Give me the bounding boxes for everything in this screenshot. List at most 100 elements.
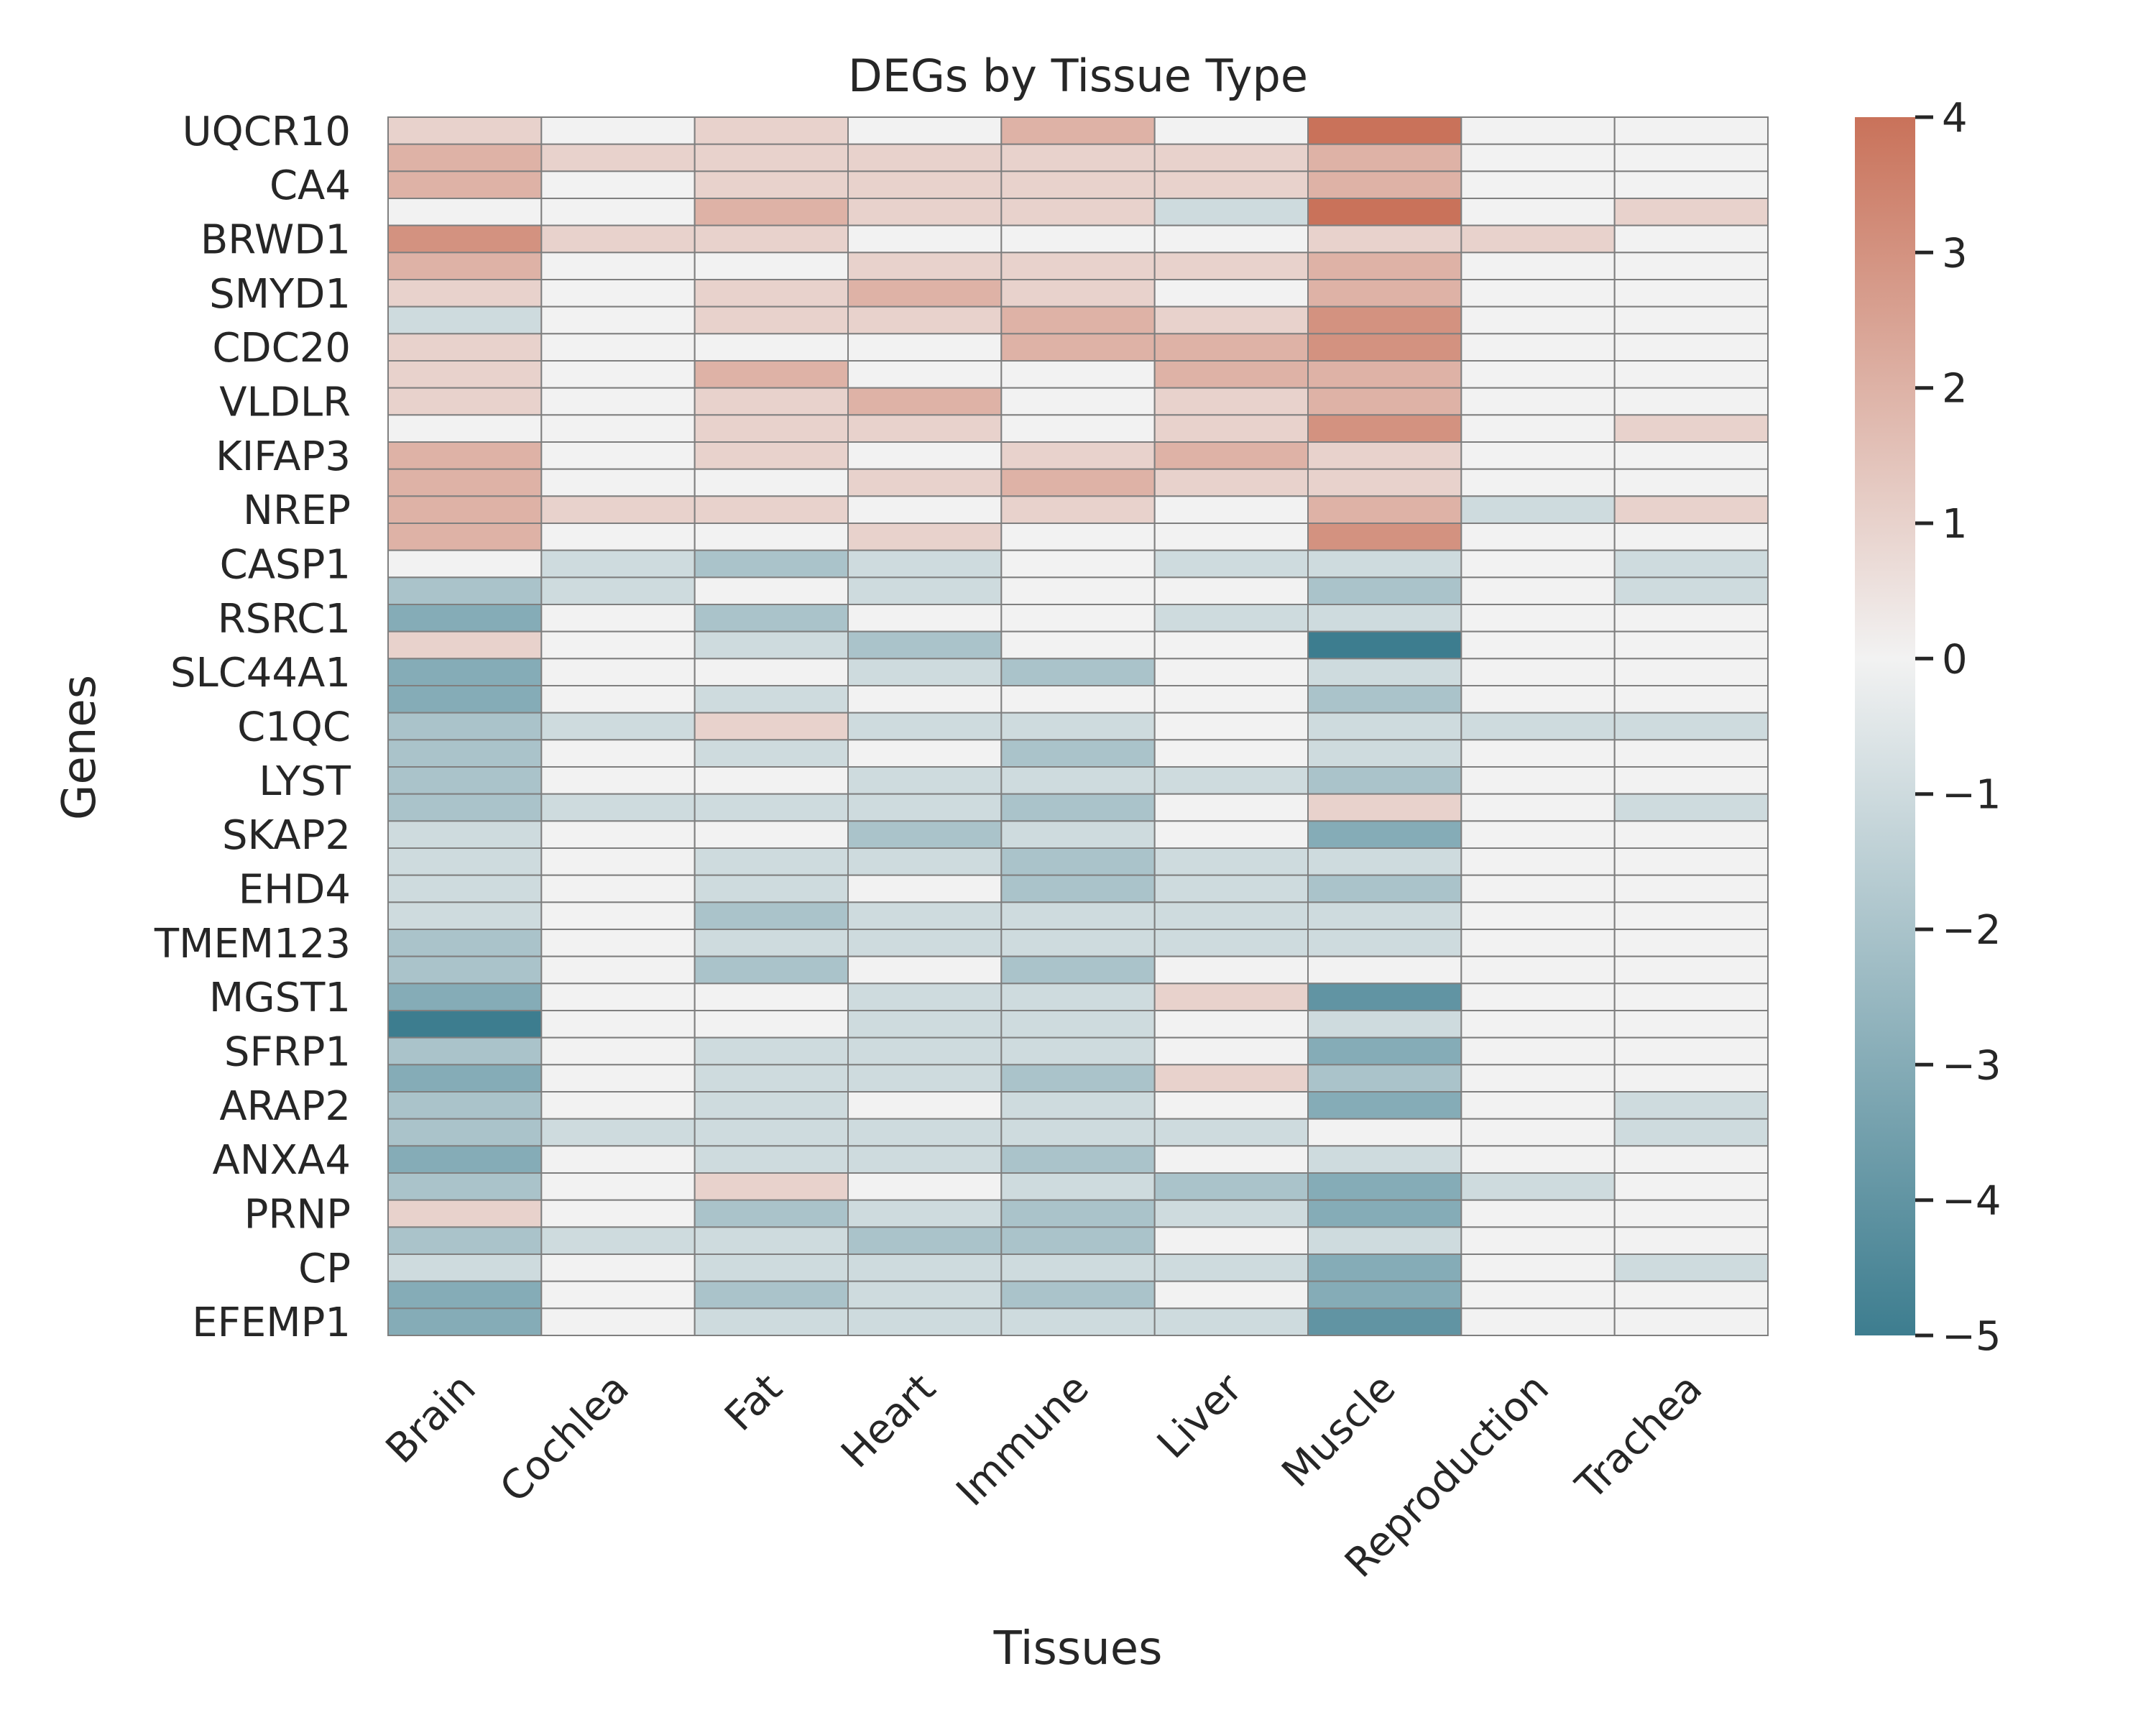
y-tick-label: CP	[298, 1246, 351, 1292]
heatmap-cell	[387, 820, 543, 849]
heatmap-cell	[1460, 1145, 1616, 1174]
heatmap-cell	[540, 766, 696, 795]
heatmap-cell	[694, 414, 849, 443]
heatmap-cell	[847, 766, 1003, 795]
heatmap-cell	[847, 983, 1003, 1011]
heatmap-cell	[1460, 1254, 1616, 1282]
heatmap-cell	[540, 1280, 696, 1310]
x-tick-label: Brain	[377, 1365, 485, 1473]
heatmap-cell	[540, 929, 696, 957]
heatmap-cell	[387, 1280, 543, 1310]
heatmap-cell	[1613, 198, 1769, 226]
heatmap-cell	[1613, 387, 1769, 416]
heatmap-cell	[1153, 523, 1309, 551]
heatmap-cell	[387, 847, 543, 876]
heatmap-cell	[387, 549, 543, 579]
heatmap-cell	[847, 658, 1003, 687]
heatmap-cell	[1613, 874, 1769, 903]
heatmap-cell	[694, 1226, 849, 1255]
heatmap-cell	[1000, 1254, 1156, 1282]
heatmap-cell	[1153, 874, 1309, 903]
heatmap-cell	[694, 1118, 849, 1147]
heatmap-cell	[540, 333, 696, 362]
heatmap-cell	[1307, 739, 1462, 768]
heatmap-cell	[1460, 387, 1616, 416]
heatmap-cell	[540, 360, 696, 389]
heatmap-cell	[540, 1199, 696, 1228]
heatmap-cell	[1000, 901, 1156, 930]
heatmap-cell	[540, 116, 696, 145]
heatmap-cell	[1613, 333, 1769, 362]
heatmap-cell	[847, 549, 1003, 579]
heatmap-cell	[1000, 279, 1156, 308]
heatmap-cell	[847, 1280, 1003, 1310]
heatmap-cell	[1460, 983, 1616, 1011]
heatmap-cell	[540, 523, 696, 551]
heatmap-cell	[387, 224, 543, 254]
heatmap-cell	[1460, 495, 1616, 525]
heatmap-cell	[540, 143, 696, 172]
heatmap-cell	[540, 1010, 696, 1039]
heatmap-cell	[694, 1172, 849, 1201]
heatmap-cell	[1460, 739, 1616, 768]
heatmap-cell	[387, 576, 543, 606]
heatmap-cell	[694, 1091, 849, 1120]
x-tick-label: Muscle	[1273, 1365, 1405, 1496]
heatmap-cell	[1000, 576, 1156, 606]
heatmap-cell	[1000, 549, 1156, 579]
heatmap-cell	[1000, 712, 1156, 741]
heatmap-cell	[1153, 116, 1309, 145]
heatmap-cell	[540, 1036, 696, 1066]
heatmap-cell	[847, 1307, 1003, 1336]
heatmap-cell	[387, 198, 543, 226]
heatmap-cell	[1613, 549, 1769, 579]
heatmap-cell	[1613, 1280, 1769, 1310]
heatmap-cell	[694, 360, 849, 389]
heatmap-cell	[847, 360, 1003, 389]
heatmap-cell	[847, 414, 1003, 443]
heatmap-cell	[1307, 1145, 1462, 1174]
heatmap-cell	[1153, 198, 1309, 226]
heatmap-cell	[847, 116, 1003, 145]
heatmap-cell	[1307, 224, 1462, 254]
heatmap-cell	[847, 820, 1003, 849]
heatmap-cell	[847, 630, 1003, 660]
heatmap-cell	[1613, 495, 1769, 525]
heatmap-cell	[847, 333, 1003, 362]
heatmap-cell	[1000, 1118, 1156, 1147]
heatmap-cell	[1153, 1172, 1309, 1201]
y-tick-label: UQCR10	[183, 109, 351, 155]
heatmap-cell	[694, 1010, 849, 1039]
y-tick-label: ANXA4	[213, 1137, 351, 1184]
heatmap-cell	[1460, 630, 1616, 660]
heatmap-cell	[1153, 468, 1309, 497]
heatmap-cell	[1613, 929, 1769, 957]
heatmap-cell	[1613, 793, 1769, 822]
heatmap-cell	[1307, 793, 1462, 822]
heatmap-cell	[1153, 1280, 1309, 1310]
heatmap-cell	[1000, 198, 1156, 226]
heatmap-cell	[1307, 333, 1462, 362]
heatmap-cell	[847, 901, 1003, 930]
heatmap-cell	[540, 712, 696, 741]
y-tick-label: KIFAP3	[216, 433, 351, 480]
heatmap-cell	[847, 874, 1003, 903]
heatmap-cell	[1000, 224, 1156, 254]
heatmap-cell	[387, 360, 543, 389]
heatmap-cell	[387, 1091, 543, 1120]
heatmap-cell	[1613, 1118, 1769, 1147]
heatmap-cell	[387, 1118, 543, 1147]
heatmap-cell	[1460, 793, 1616, 822]
heatmap-cell	[1307, 712, 1462, 741]
heatmap-cell	[387, 1307, 543, 1336]
heatmap-cell	[1000, 252, 1156, 280]
heatmap-cell	[847, 739, 1003, 768]
heatmap-cell	[847, 685, 1003, 714]
heatmap-cell	[1460, 116, 1616, 145]
heatmap-cell	[1153, 983, 1309, 1011]
heatmap-cell	[1613, 576, 1769, 606]
heatmap-cell	[847, 252, 1003, 280]
heatmap-cell	[694, 495, 849, 525]
heatmap-cell	[847, 1254, 1003, 1282]
heatmap-cell	[1613, 1307, 1769, 1336]
